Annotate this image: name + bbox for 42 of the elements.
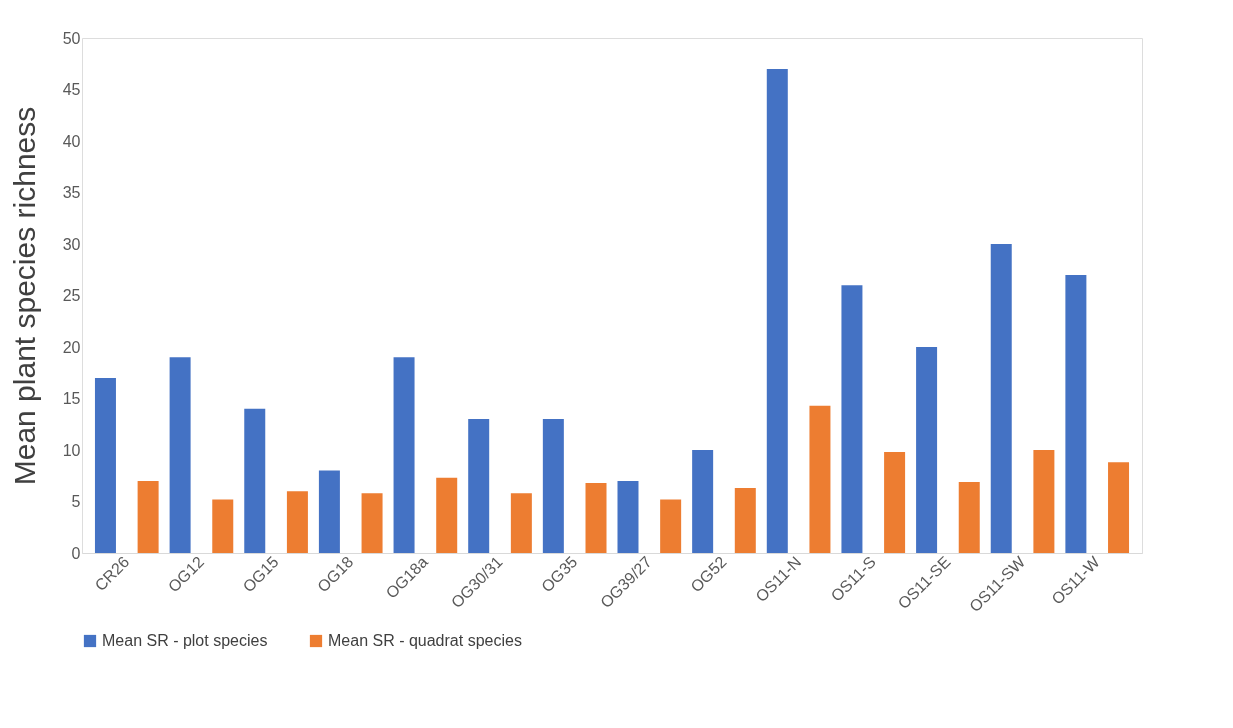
bar (468, 419, 490, 553)
bar (318, 470, 340, 553)
bar (137, 480, 159, 553)
bar (436, 477, 458, 553)
legend-label: Mean SR - quadrat species (328, 632, 522, 649)
bar (169, 357, 191, 553)
bar (958, 481, 980, 553)
bar (660, 499, 682, 553)
bar (94, 377, 116, 553)
bar (585, 482, 607, 553)
bar (286, 491, 308, 553)
legend-label: Mean SR - plot species (102, 632, 268, 649)
y-tick-label: 25 (62, 287, 81, 304)
y-tick-label: 50 (62, 29, 81, 47)
bar (510, 493, 532, 553)
y-axis-title: Mean plant species richness (7, 106, 41, 486)
bar (244, 408, 266, 553)
y-tick-label: 20 (62, 338, 81, 356)
y-tick-label: 30 (62, 235, 81, 253)
y-tick-label: 45 (62, 81, 81, 98)
bar (1108, 462, 1130, 553)
bar (734, 488, 756, 553)
bar (990, 244, 1012, 553)
bar (542, 419, 564, 553)
y-tick-label: 15 (62, 390, 81, 407)
bar (393, 357, 415, 553)
bar (809, 405, 831, 553)
bar (841, 285, 863, 553)
bar (1033, 450, 1055, 553)
bar (617, 480, 639, 553)
bar (766, 68, 788, 553)
y-tick-label: 0 (71, 544, 81, 562)
bar (361, 493, 383, 553)
bar (212, 499, 234, 553)
y-tick-label: 40 (62, 132, 81, 150)
bar (884, 452, 906, 553)
bar (1065, 274, 1087, 553)
bar (692, 450, 714, 553)
y-tick-label: 5 (71, 493, 81, 510)
bar (916, 347, 938, 553)
y-tick-label: 35 (62, 184, 81, 201)
y-tick-label: 10 (62, 441, 81, 459)
